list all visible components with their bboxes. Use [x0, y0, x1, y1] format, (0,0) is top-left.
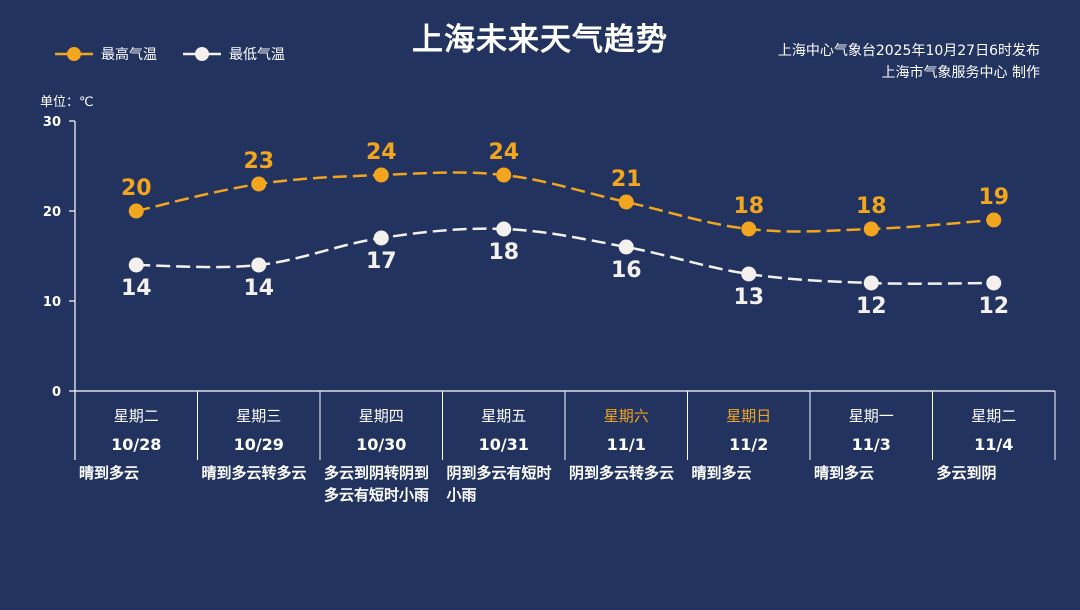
date-label: 11/4 — [974, 435, 1014, 454]
data-label-high: 24 — [488, 140, 519, 165]
data-label-low: 17 — [366, 249, 397, 274]
source-maker: 上海市气象服务中心 制作 — [881, 65, 1040, 81]
data-point-low — [741, 266, 757, 282]
date-label: 10/30 — [356, 435, 407, 454]
page-title: 上海未来天气趋势 — [412, 22, 668, 58]
data-point-high — [496, 167, 512, 183]
weather-description: 阴到多云转多云 — [569, 464, 675, 482]
weekday-label: 星期四 — [358, 407, 404, 425]
data-label-high: 24 — [366, 140, 397, 165]
legend-item-high: 最高气温 — [55, 44, 157, 64]
data-label-high: 23 — [243, 149, 274, 174]
weather-description: 晴到多云 — [79, 464, 140, 482]
y-tick-label: 30 — [43, 115, 61, 130]
source-info: 上海中心气象台2025年10月27日6时发布 上海市气象服务中心 制作 — [778, 40, 1040, 84]
date-label: 10/31 — [478, 435, 529, 454]
data-point-low — [863, 275, 879, 291]
weekday-label: 星期三 — [236, 407, 282, 425]
series-line-high — [135, 171, 994, 233]
data-point-high — [251, 176, 267, 192]
weekday-label: 星期六 — [603, 407, 649, 425]
y-tick-label: 0 — [52, 385, 61, 400]
data-label-low: 13 — [733, 285, 764, 310]
weekday-label: 星期二 — [113, 407, 159, 425]
data-point-low — [373, 230, 389, 246]
y-tick-label: 10 — [43, 295, 61, 310]
weather-description: 晴到多云 — [814, 464, 875, 482]
weekday-label: 星期一 — [848, 407, 894, 425]
weekday-label: 星期二 — [971, 407, 1017, 425]
data-point-low — [251, 257, 267, 273]
weather-description: 多云到阴 — [936, 464, 997, 482]
legend-label-low: 最低气温 — [229, 47, 285, 63]
weather-description: 晴到多云 — [691, 464, 752, 482]
data-point-high — [373, 167, 389, 183]
data-point-low — [496, 221, 512, 237]
date-label: 11/2 — [729, 435, 769, 454]
weekday-label: 星期五 — [481, 407, 527, 425]
weekday-label: 星期日 — [726, 407, 772, 425]
data-point-high — [741, 221, 757, 237]
data-label-low: 16 — [611, 258, 642, 283]
data-label-low: 14 — [121, 276, 152, 301]
data-label-high: 19 — [978, 185, 1009, 210]
data-point-high — [986, 212, 1002, 228]
data-label-high: 20 — [121, 176, 152, 201]
weather-description: 晴到多云转多云 — [201, 464, 307, 482]
data-label-low: 12 — [978, 294, 1009, 319]
legend-marker-high — [55, 47, 93, 61]
data-label-high: 18 — [856, 194, 887, 219]
data-point-high — [618, 194, 634, 210]
date-label: 10/29 — [233, 435, 284, 454]
data-label-low: 14 — [243, 276, 274, 301]
legend-item-low: 最低气温 — [183, 44, 285, 64]
date-label: 11/3 — [851, 435, 891, 454]
unit-label: 单位：℃ — [40, 95, 94, 110]
data-point-low — [986, 275, 1002, 291]
data-point-high — [863, 221, 879, 237]
data-point-low — [618, 239, 634, 255]
legend-marker-low — [183, 47, 221, 61]
data-point-high — [128, 203, 144, 219]
y-tick-label: 20 — [43, 205, 61, 220]
chart-legend: 最高气温 最低气温 — [55, 44, 311, 64]
data-label-low: 12 — [856, 294, 887, 319]
source-publisher: 上海中心气象台2025年10月27日6时发布 — [777, 43, 1040, 59]
series-line-low — [136, 227, 994, 285]
weather-description: 阴到多云有短时小雨 — [446, 464, 552, 504]
data-label-low: 18 — [488, 240, 519, 265]
weather-description: 多云到阴转阴到多云有短时小雨 — [324, 464, 430, 504]
date-label: 11/1 — [606, 435, 646, 454]
data-point-low — [128, 257, 144, 273]
date-label: 10/28 — [111, 435, 162, 454]
legend-label-high: 最高气温 — [101, 47, 157, 63]
data-label-high: 21 — [611, 167, 642, 192]
data-label-high: 18 — [733, 194, 764, 219]
